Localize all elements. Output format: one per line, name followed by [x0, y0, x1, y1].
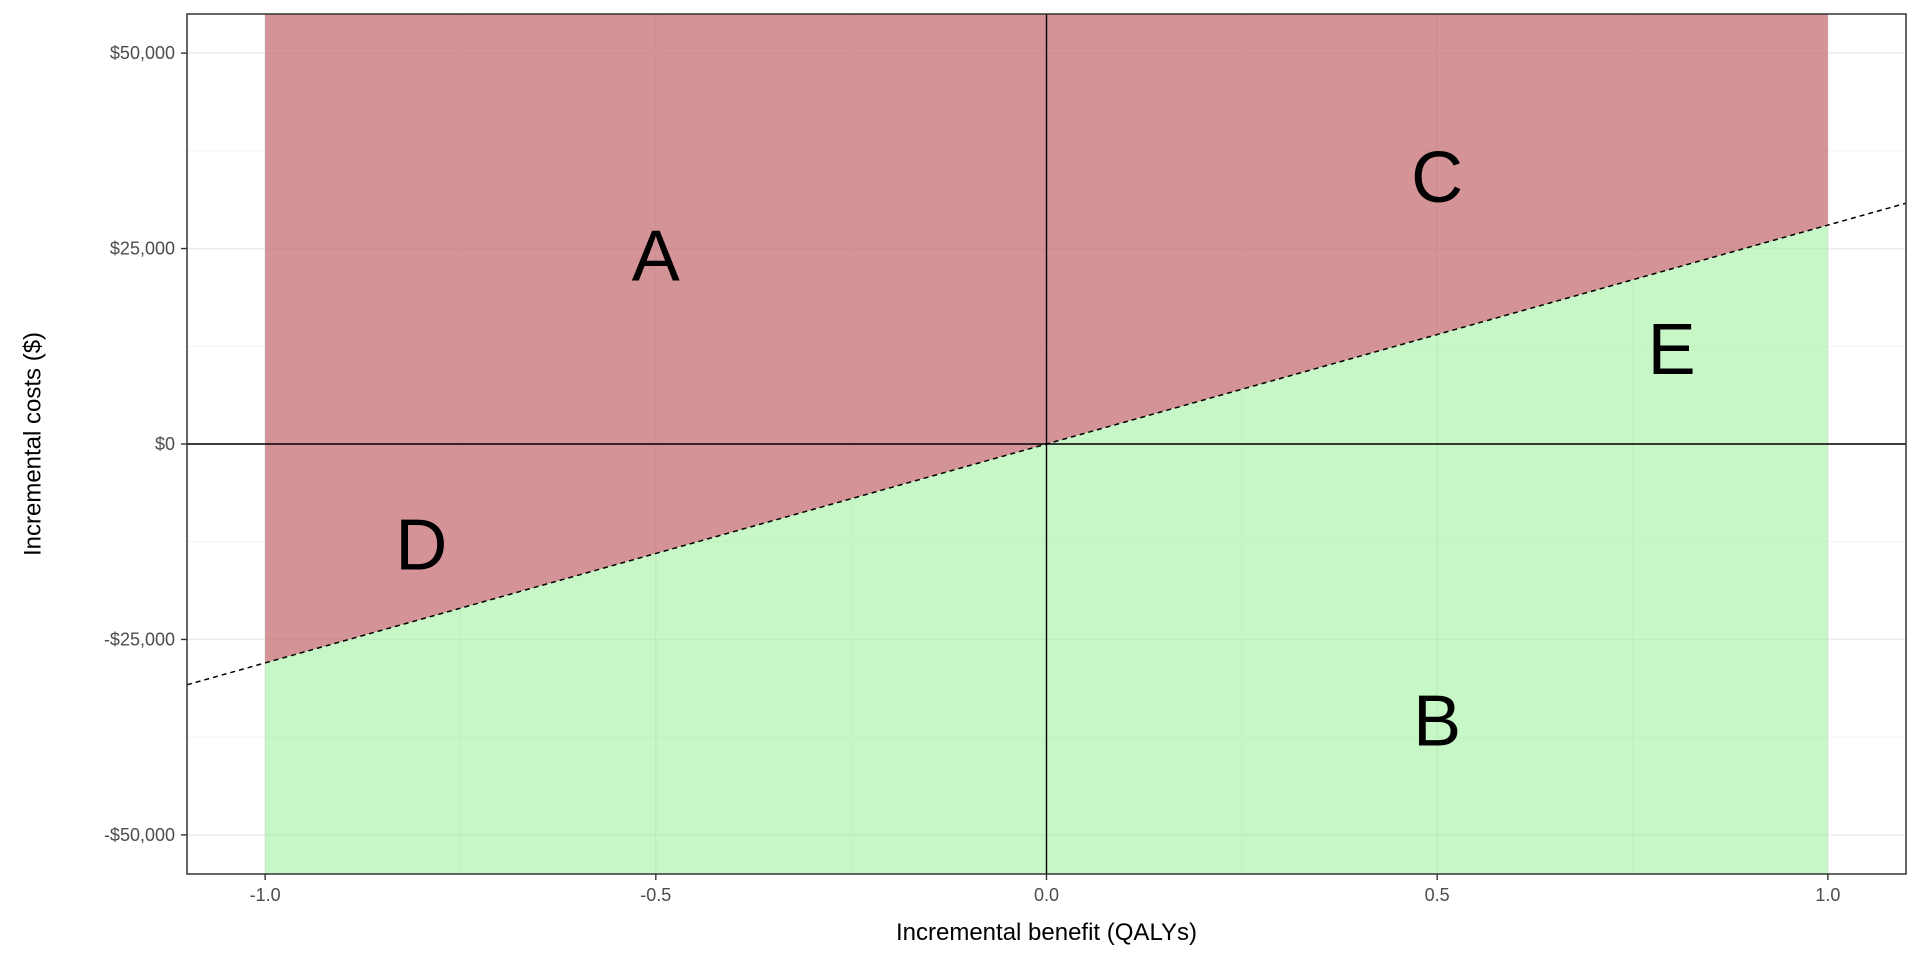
x-axis-title: Incremental benefit (QALYs)	[896, 919, 1197, 946]
x-tick-label: -0.5	[640, 885, 671, 905]
y-tick-label: -$25,000	[104, 629, 175, 649]
region-label-e: E	[1648, 310, 1696, 390]
x-tick-label: 0.0	[1034, 885, 1059, 905]
y-tick-label: $25,000	[110, 239, 175, 259]
y-tick-label: $0	[155, 434, 175, 454]
region-label-a: A	[632, 216, 680, 296]
threshold-line	[186, 202, 1907, 686]
threshold-line-group	[186, 202, 1907, 686]
x-tick-label: -1.0	[250, 885, 281, 905]
region-labels: A C E D B	[395, 138, 1695, 761]
y-tick-label: $50,000	[110, 43, 175, 63]
region-label-c: C	[1411, 138, 1463, 218]
y-axis-title: Incremental costs ($)	[20, 332, 47, 556]
x-tick-label: 1.0	[1815, 885, 1840, 905]
axis-ticks: -1.0 -0.5 0.0 0.5 1.0 -$50,000 -$25,000 $0 $25,0…	[104, 43, 1840, 905]
region-label-b: B	[1413, 682, 1461, 762]
y-tick-label: -$50,000	[104, 825, 175, 845]
x-tick-label: 0.5	[1425, 885, 1450, 905]
region-label-d: D	[395, 506, 447, 586]
